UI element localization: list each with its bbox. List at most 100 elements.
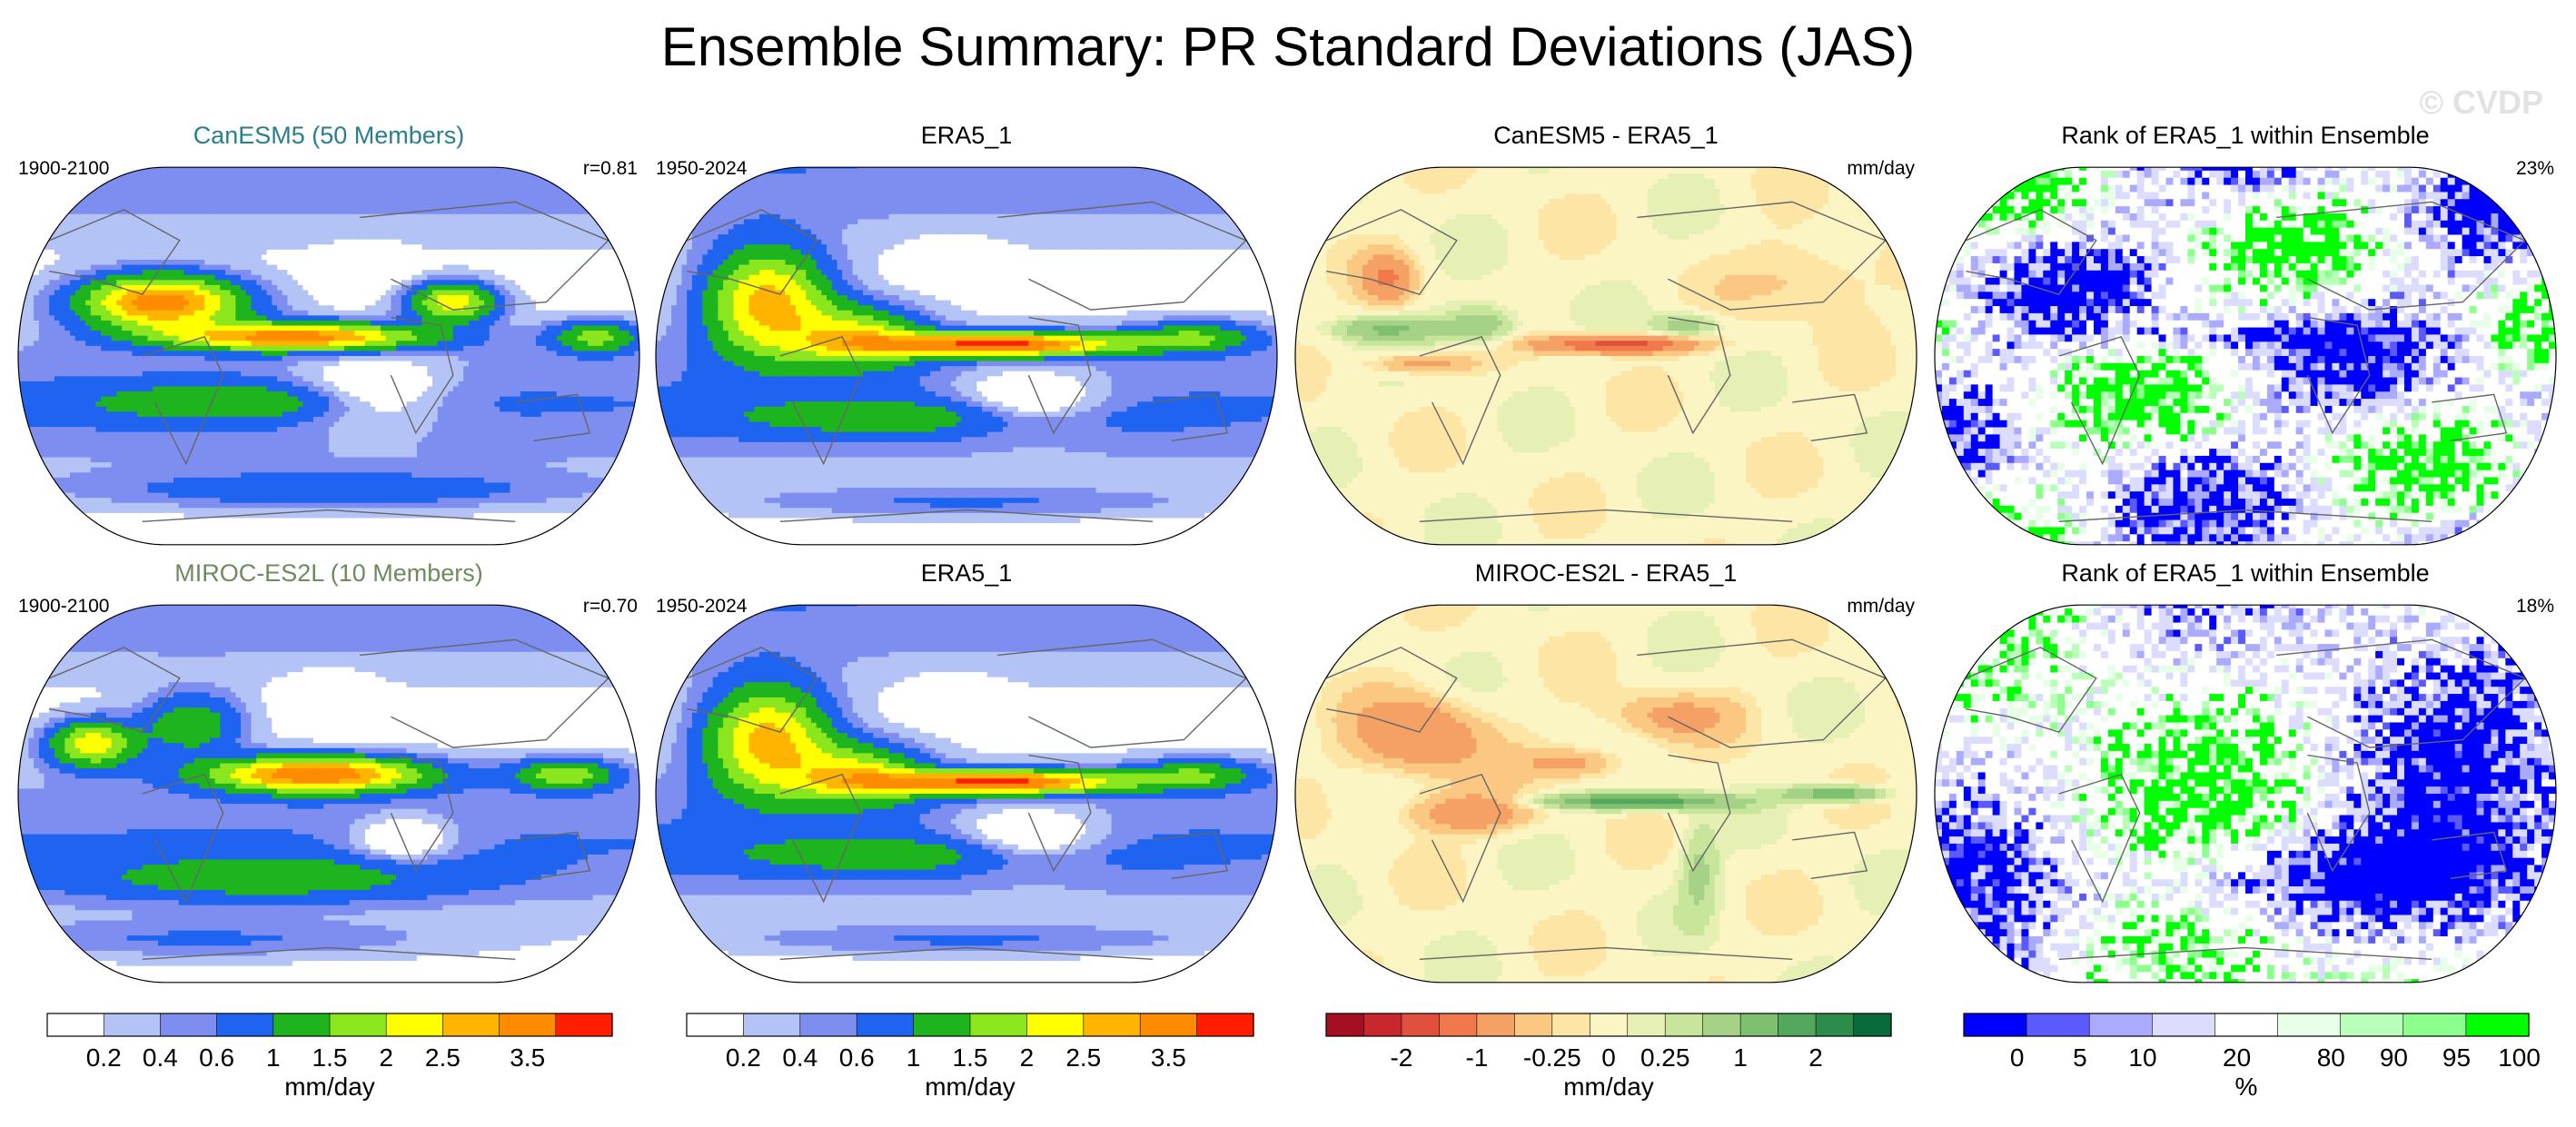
colorbar-tick-label: 90 [2380,1043,2408,1072]
colorbar-swatch [217,1013,274,1036]
colorbar-swatch [2403,1013,2466,1036]
map-panels: CanESM5 (50 Members) 1900-2100 r=0.81 ERA5_… [18,122,2557,987]
colorbar-swatch [970,1013,1027,1036]
panel-title: Rank of ERA5_1 within Ensemble [2061,122,2429,149]
panel-title: ERA5_1 [921,559,1013,587]
map-panel-2: CanESM5 - ERA5_1 mm/day [1295,122,1917,549]
colorbar-swatch [1514,1013,1552,1036]
colorbar-tick-label: 20 [2223,1043,2251,1072]
colorbar-tick-label: 10 [2128,1043,2156,1072]
panel-title: MIROC-ES2L (10 Members) [174,559,483,587]
map-field [18,601,640,987]
colorbar-swatch [104,1013,161,1036]
colorbar-rank: 0 5 10 20 80 90 95 100% [1964,1013,2541,1101]
colorbar-swatch [1703,1013,1741,1036]
colorbar-swatch [2466,1013,2529,1036]
colorbar-swatch [1552,1013,1590,1036]
rank-percent: 18% [2516,596,2554,617]
colorbar-tick-label: 0.4 [143,1043,178,1072]
map-field [1935,601,2557,987]
period-label: 1900-2100 [18,596,109,617]
colorbar-tick-label: 2 [1020,1043,1035,1072]
map-panel-6: MIROC-ES2L - ERA5_1mm/day [1295,559,1917,987]
colorbar-tick-label: 2 [379,1043,393,1072]
colorbar-swatch [1402,1013,1440,1036]
map-field [1935,163,2557,549]
period-label: 1900-2100 [18,158,109,179]
colorbar-tick-label: 1.5 [312,1043,348,1072]
colorbar-swatch [386,1013,443,1036]
colorbar-tick-label: 1 [266,1043,281,1072]
colorbar-swatch [1665,1013,1703,1036]
colorbar-tick-label: 2.5 [1065,1043,1101,1072]
colorbar-swatch [273,1013,331,1036]
colorbar-tick-label: 0.6 [839,1043,875,1072]
colorbar-swatch [47,1013,104,1036]
colorbar-swatch [2278,1013,2341,1036]
colorbar-tick-label: 2.5 [425,1043,461,1072]
colorbar-swatch [1326,1013,1364,1036]
colorbar-swatch [1590,1013,1628,1036]
colorbar-swatch [1140,1013,1197,1036]
panel-title: CanESM5 (50 Members) [193,122,465,149]
colorbar-tick-label: 0.2 [86,1043,122,1072]
colorbar-units: % [2235,1073,2258,1101]
colorbar-swatch [2152,1013,2214,1036]
map-field [1295,163,1917,549]
colorbar-swatch [2214,1013,2277,1036]
colorbar-swatch [1740,1013,1778,1036]
panel-title: CanESM5 - ERA5_1 [1493,122,1719,149]
colorbar-swatch [687,1013,744,1036]
colorbar-tick-label: 0.2 [726,1043,761,1072]
colorbar-tick-label: 1.5 [953,1043,988,1072]
colorbar-tick-label: -0.25 [1523,1043,1581,1072]
colorbar-tick-label: 2 [1808,1043,1823,1072]
colorbar-diff: -2 -1 -0.25 0 0.25 1 2mm/day [1326,1013,1891,1101]
map-field [1295,601,1917,987]
colorbar-swatch [160,1013,217,1036]
colorbar-swatch [743,1013,800,1036]
colorbar-swatch [2341,1013,2403,1036]
colorbar-swatch [1084,1013,1141,1036]
panel-title: ERA5_1 [921,122,1013,149]
colorbar-tick-label: 3.5 [1151,1043,1186,1072]
colorbar-std: 0.2 0.4 0.6 1 1.5 2 2.5 3.5mm/day [47,1013,612,1101]
panel-title: MIROC-ES2L - ERA5_1 [1475,559,1738,587]
colorbar-swatch [1363,1013,1402,1036]
colorbar-swatch [1477,1013,1515,1036]
colorbar-swatch [1628,1013,1666,1036]
colorbar-tick-label: 5 [2073,1043,2087,1072]
colorbar-tick-label: 1 [907,1043,921,1072]
colorbar-tick-label: 0.6 [199,1043,234,1072]
map-panel-0: CanESM5 (50 Members) 1900-2100 r=0.81 [18,122,640,549]
colorbar-swatch [1816,1013,1854,1036]
map-panel-5: ERA5_1 1950-2024 [656,559,1278,987]
units-label: mm/day [1847,158,1915,179]
colorbar-tick-label: -1 [1465,1043,1488,1072]
map-field [18,163,640,549]
colorbar-swatch [857,1013,914,1036]
colorbar-swatch [442,1013,500,1036]
colorbar-tick-label: 100 [2498,1043,2541,1072]
period-label: 1950-2024 [656,158,748,179]
colorbar-tick-label: 0.25 [1640,1043,1690,1072]
colorbar-swatch [2089,1013,2152,1036]
period-label: 1950-2024 [656,596,748,617]
colorbar-swatch [330,1013,387,1036]
map-field [656,163,1278,549]
colorbar-tick-label: 0.4 [782,1043,817,1072]
pattern-correlation: r=0.70 [583,596,638,617]
colorbar-swatch [914,1013,971,1036]
colorbar-swatch [1964,1013,2026,1036]
pattern-correlation: r=0.81 [583,158,638,179]
colorbar-swatch [556,1013,613,1036]
colorbar-tick-label: 3.5 [510,1043,545,1072]
colorbar-tick-label: -2 [1390,1043,1412,1072]
colorbar-tick-label: 95 [2442,1043,2471,1072]
watermark: © CVDP [2419,84,2543,122]
map-panel-4: MIROC-ES2L (10 Members) 1900-2100 r=0.70 [18,559,640,987]
